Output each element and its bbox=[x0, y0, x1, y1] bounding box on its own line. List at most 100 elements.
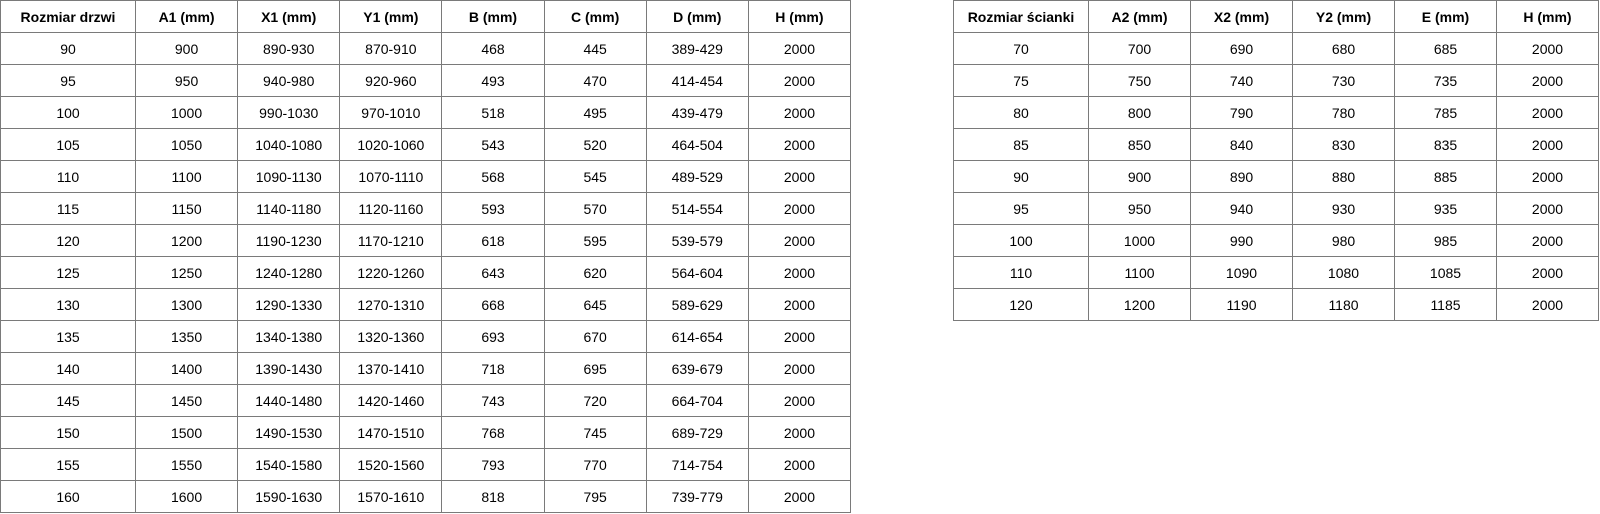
table-cell: 1270-1310 bbox=[339, 288, 443, 321]
table-cell: 2000 bbox=[747, 64, 852, 97]
table-cell: 1200 bbox=[1088, 288, 1191, 321]
table-cell: 1490-1530 bbox=[237, 416, 341, 449]
table-cell: 445 bbox=[543, 32, 647, 65]
table-cell: 1520-1560 bbox=[339, 448, 443, 481]
table-cell: 645 bbox=[543, 288, 647, 321]
table-cell: 2000 bbox=[747, 160, 852, 193]
table-cell: 985 bbox=[1394, 224, 1497, 257]
table-cell: 1390-1430 bbox=[237, 352, 341, 385]
table-cell: 518 bbox=[441, 96, 545, 129]
table-cell: 950 bbox=[134, 64, 239, 97]
table-cell: 2000 bbox=[747, 32, 852, 65]
table-cell: 115 bbox=[0, 192, 136, 225]
table-cell: 745 bbox=[543, 416, 647, 449]
table-cell: 593 bbox=[441, 192, 545, 225]
table-row: 150 1500 1490-1530 1470-1510 768 745 689-729 20… bbox=[0, 416, 852, 449]
table-row: 110 1100 1090-1130 1070-1110 568 545 489-529 20… bbox=[0, 160, 852, 193]
table-cell: 564-604 bbox=[645, 256, 749, 289]
table-row: 140 1400 1390-1430 1370-1410 718 695 639-679 20… bbox=[0, 352, 852, 385]
table-cell: 795 bbox=[543, 480, 647, 513]
table-cell: 1040-1080 bbox=[237, 128, 341, 161]
column-header: X1 (mm) bbox=[237, 0, 341, 33]
table-cell: 90 bbox=[953, 160, 1089, 193]
table-cell: 1500 bbox=[134, 416, 239, 449]
table-cell: 890-930 bbox=[237, 32, 341, 65]
column-header: Rozmiar ścianki bbox=[953, 0, 1089, 33]
table-cell: 95 bbox=[953, 192, 1089, 225]
table-cell: 718 bbox=[441, 352, 545, 385]
table-cell: 1440-1480 bbox=[237, 384, 341, 417]
column-header: A1 (mm) bbox=[134, 0, 239, 33]
table-header-row: Rozmiar drzwi A1 (mm) X1 (mm) Y1 (mm) B (mm)… bbox=[0, 0, 852, 33]
column-header: B (mm) bbox=[441, 0, 545, 33]
table-cell: 780 bbox=[1292, 96, 1395, 129]
table-cell: 850 bbox=[1088, 128, 1191, 161]
table-cell: 730 bbox=[1292, 64, 1395, 97]
column-header: D (mm) bbox=[645, 0, 749, 33]
table-cell: 1340-1380 bbox=[237, 320, 341, 353]
table-cell: 840 bbox=[1190, 128, 1293, 161]
table-cell: 2000 bbox=[747, 128, 852, 161]
table-cell: 70 bbox=[953, 32, 1089, 65]
table-cell: 543 bbox=[441, 128, 545, 161]
table-row: 100 1000 990-1030 970-1010 518 495 439-479 2000 bbox=[0, 96, 852, 129]
table-row: 155 1550 1540-1580 1520-1560 793 770 714-754 20… bbox=[0, 448, 852, 481]
table-cell: 120 bbox=[953, 288, 1089, 321]
table-cell: 890 bbox=[1190, 160, 1293, 193]
table-cell: 1000 bbox=[1088, 224, 1191, 257]
table-cell: 668 bbox=[441, 288, 545, 321]
table-cell: 693 bbox=[441, 320, 545, 353]
table-row: 120 1200 1190 1180 1185 2000 bbox=[953, 288, 1599, 321]
table-cell: 140 bbox=[0, 352, 136, 385]
table-cell: 1140-1180 bbox=[237, 192, 341, 225]
table-cell: 785 bbox=[1394, 96, 1497, 129]
table-cell: 830 bbox=[1292, 128, 1395, 161]
table-cell: 539-579 bbox=[645, 224, 749, 257]
table-cell: 1190-1230 bbox=[237, 224, 341, 257]
column-header: H (mm) bbox=[747, 0, 852, 33]
table-cell: 105 bbox=[0, 128, 136, 161]
table-cell: 1600 bbox=[134, 480, 239, 513]
table-cell: 739-779 bbox=[645, 480, 749, 513]
table-cell: 1050 bbox=[134, 128, 239, 161]
table-cell: 1090-1130 bbox=[237, 160, 341, 193]
table-cell: 2000 bbox=[747, 480, 852, 513]
table-cell: 2000 bbox=[1496, 192, 1599, 225]
table-cell: 1570-1610 bbox=[339, 480, 443, 513]
table-cell: 935 bbox=[1394, 192, 1497, 225]
table-cell: 570 bbox=[543, 192, 647, 225]
table-cell: 1090 bbox=[1190, 256, 1293, 289]
table-row: 100 1000 990 980 985 2000 bbox=[953, 224, 1599, 257]
table-cell: 2000 bbox=[747, 416, 852, 449]
table-cell: 735 bbox=[1394, 64, 1497, 97]
table-cell: 750 bbox=[1088, 64, 1191, 97]
table-cell: 2000 bbox=[1496, 160, 1599, 193]
table-cell: 835 bbox=[1394, 128, 1497, 161]
table-cell: 1590-1630 bbox=[237, 480, 341, 513]
table-row: 130 1300 1290-1330 1270-1310 668 645 589-629 20… bbox=[0, 288, 852, 321]
table-cell: 495 bbox=[543, 96, 647, 129]
table-cell: 155 bbox=[0, 448, 136, 481]
table-cell: 470 bbox=[543, 64, 647, 97]
table-cell: 790 bbox=[1190, 96, 1293, 129]
table-cell: 2000 bbox=[1496, 32, 1599, 65]
table-cell: 1470-1510 bbox=[339, 416, 443, 449]
table-cell: 125 bbox=[0, 256, 136, 289]
table-cell: 900 bbox=[134, 32, 239, 65]
table-cell: 940-980 bbox=[237, 64, 341, 97]
table-cell: 135 bbox=[0, 320, 136, 353]
table-cell: 940 bbox=[1190, 192, 1293, 225]
table-cell: 1350 bbox=[134, 320, 239, 353]
table-cell: 1550 bbox=[134, 448, 239, 481]
table-cell: 1320-1360 bbox=[339, 320, 443, 353]
table-cell: 768 bbox=[441, 416, 545, 449]
table-cell: 1540-1580 bbox=[237, 448, 341, 481]
table-cell: 714-754 bbox=[645, 448, 749, 481]
column-header: H (mm) bbox=[1496, 0, 1599, 33]
column-header: X2 (mm) bbox=[1190, 0, 1293, 33]
table-cell: 870-910 bbox=[339, 32, 443, 65]
table-cell: 80 bbox=[953, 96, 1089, 129]
table-cell: 464-504 bbox=[645, 128, 749, 161]
table-row: 105 1050 1040-1080 1020-1060 543 520 464-504 20… bbox=[0, 128, 852, 161]
table-cell: 150 bbox=[0, 416, 136, 449]
